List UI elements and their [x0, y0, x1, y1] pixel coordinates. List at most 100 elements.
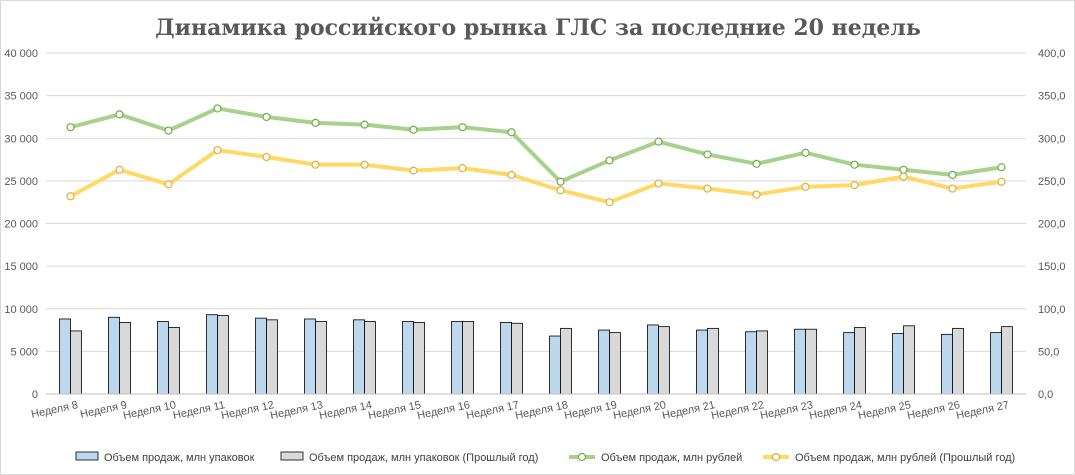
data-point — [360, 160, 369, 169]
data-point — [262, 112, 271, 122]
left-axis: 0 5 000 10 000 15 000 20 000 25 000 30 000 35 0… — [4, 48, 38, 401]
line-series-1 — [66, 104, 1006, 186]
gridlines — [46, 52, 1026, 352]
left-axis-tick-label: 40 000 — [4, 48, 38, 60]
bar — [500, 321, 512, 395]
bar — [462, 321, 474, 395]
bar — [843, 332, 855, 395]
data-point — [654, 137, 663, 146]
left-axis-tick-label: 30 000 — [4, 133, 38, 145]
data-point — [115, 110, 124, 119]
right-axis-tick-label: 150,0 — [1038, 261, 1066, 273]
bar — [952, 327, 964, 395]
data-point — [164, 126, 173, 135]
data-point — [556, 177, 565, 186]
legend-item: Объем продаж, млн упаковок (Прошлый год) — [280, 451, 538, 464]
x-axis-tick-label: Неделя 14 — [318, 399, 373, 422]
x-axis-tick-label: Неделя 12 — [220, 399, 275, 422]
bar — [255, 317, 267, 395]
data-point — [213, 104, 222, 113]
x-axis-tick-label: Неделя 20 — [612, 399, 667, 422]
legend-swatch — [280, 451, 304, 461]
bar — [266, 319, 278, 395]
bar — [560, 327, 572, 395]
data-point — [703, 184, 712, 193]
x-axis-tick-label: Неделя 11 — [172, 399, 226, 422]
left-axis-tick-label: 20 000 — [4, 219, 38, 231]
bar — [157, 321, 169, 395]
bar — [990, 332, 1002, 395]
bar — [108, 316, 120, 395]
legend: Объем продаж, млн упаковок Объем продаж, … — [75, 451, 1015, 464]
data-point — [654, 179, 663, 188]
series-line — [69, 148, 1002, 205]
right-axis-tick-label: 250,0 — [1038, 176, 1066, 188]
bar — [1001, 326, 1013, 395]
legend-marker — [577, 452, 587, 462]
bar — [413, 321, 425, 395]
bar — [549, 335, 561, 395]
bar — [696, 329, 708, 395]
bar — [892, 333, 904, 395]
legend-item: Объем продаж, млн рублей (Прошлый год) — [763, 452, 1015, 464]
x-axis-tick-label: Неделя 27 — [955, 399, 1010, 422]
x-axis-tick-label: Неделя 25 — [857, 399, 912, 422]
line-series-2 — [66, 146, 1006, 207]
bar — [658, 326, 670, 395]
right-axis: 0,0 50,0 100,0 150,0 200,0 250,0 300,0 350,0 400… — [1038, 48, 1066, 401]
data-point — [409, 166, 418, 175]
right-axis-tick-label: 100,0 — [1038, 304, 1066, 316]
data-point — [899, 172, 908, 181]
x-axis-tick-label: Неделя 21 — [661, 399, 716, 422]
left-axis-tick-label: 5 000 — [10, 346, 38, 358]
legend-item: Объем продаж, млн рублей — [569, 452, 742, 464]
data-point — [801, 148, 810, 157]
data-point — [899, 165, 908, 174]
data-point — [997, 177, 1006, 186]
left-axis-tick-label: 10 000 — [4, 304, 38, 316]
data-point — [311, 118, 320, 128]
left-axis-tick-label: 0 — [32, 389, 38, 401]
data-point — [948, 184, 957, 193]
bar — [451, 321, 463, 395]
x-axis-tick-label: Неделя 22 — [710, 399, 765, 422]
bar — [598, 329, 610, 395]
bar — [794, 328, 806, 395]
data-point — [360, 120, 369, 129]
data-point — [801, 182, 810, 191]
legend-label: Объем продаж, млн упаковок — [104, 452, 255, 464]
bar — [854, 327, 866, 395]
bar — [315, 321, 327, 395]
bar — [609, 332, 621, 395]
data-point — [66, 192, 75, 201]
right-axis-tick-label: 400,0 — [1038, 48, 1066, 60]
bar — [805, 328, 817, 395]
data-point — [948, 170, 957, 180]
x-axis-tick-label: Неделя 17 — [465, 399, 520, 422]
right-axis-tick-label: 50,0 — [1038, 346, 1059, 358]
left-axis-tick-label: 25 000 — [4, 176, 38, 188]
data-point — [164, 180, 173, 189]
data-point — [850, 181, 859, 190]
x-axis-tick-label: Неделя 26 — [906, 399, 961, 422]
data-point — [458, 123, 467, 132]
data-point — [605, 156, 614, 165]
data-point — [703, 150, 712, 159]
x-axis-tick-label: Неделя 13 — [269, 399, 324, 422]
data-point — [507, 128, 516, 137]
bar — [903, 325, 915, 395]
bar — [745, 331, 757, 395]
data-point — [115, 165, 124, 174]
left-axis-tick-label: 35 000 — [4, 91, 38, 103]
x-axis-tick-label: Неделя 10 — [122, 399, 177, 422]
bar — [647, 324, 659, 395]
bar — [364, 321, 376, 395]
series-line — [69, 106, 1002, 184]
bar — [168, 327, 180, 395]
bar — [217, 315, 229, 395]
bar — [353, 319, 365, 395]
bar — [206, 314, 218, 395]
bar — [941, 333, 953, 395]
legend-marker — [771, 452, 781, 462]
